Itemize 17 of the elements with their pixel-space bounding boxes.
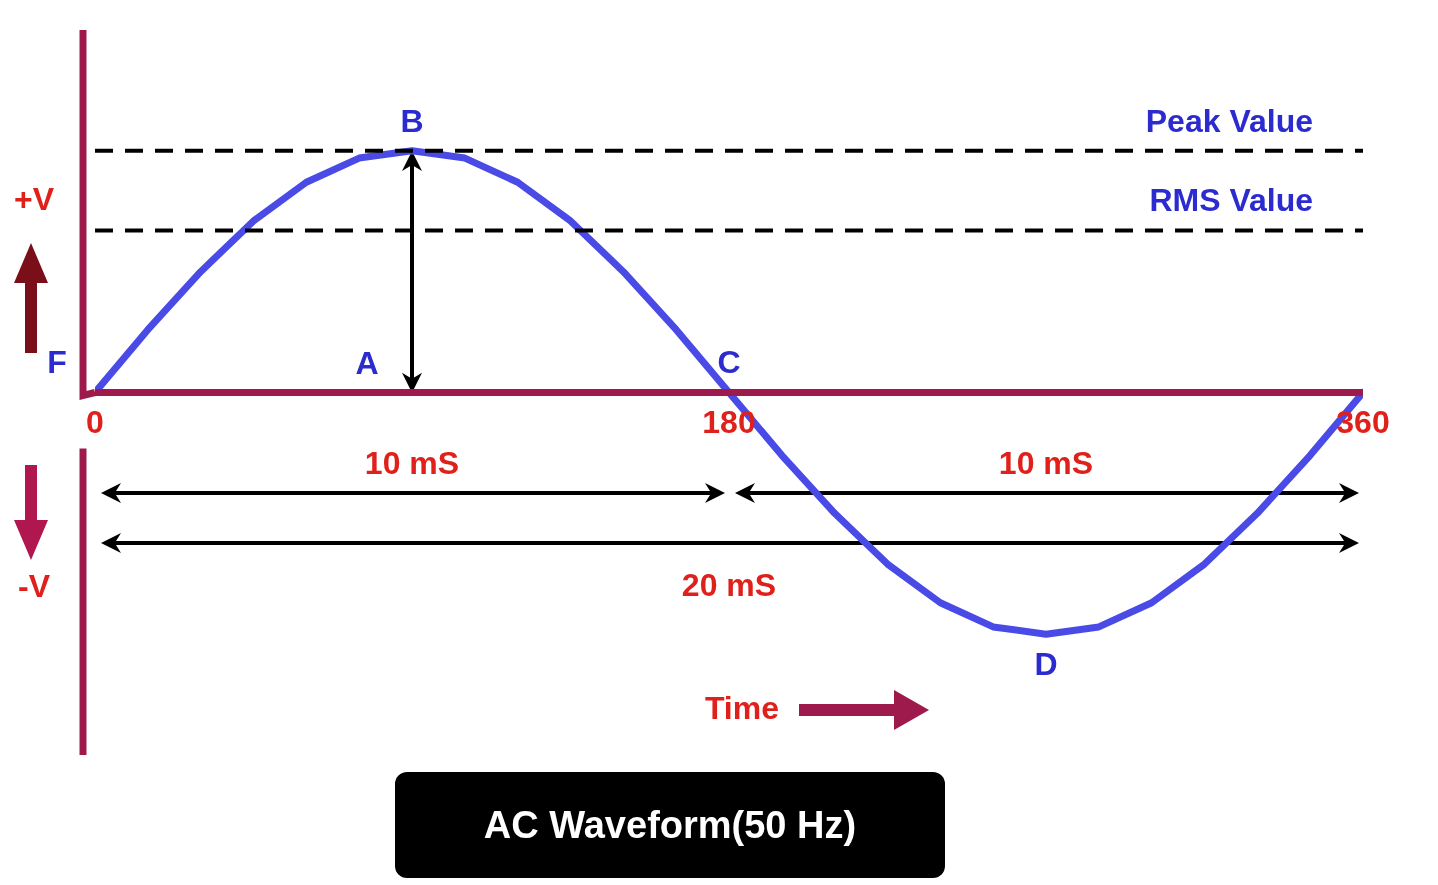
x-tick-label: 360 bbox=[1336, 404, 1390, 441]
ref-line-label: RMS Value bbox=[1149, 182, 1313, 219]
text: -V bbox=[18, 567, 50, 605]
annotation: 20 mS bbox=[681, 566, 777, 603]
annotation: C bbox=[717, 344, 741, 381]
annotation: D bbox=[1034, 645, 1058, 682]
annotation: 10 mS bbox=[998, 444, 1094, 481]
x-tick-label: 180 bbox=[702, 404, 756, 441]
x-axis-title: Time bbox=[704, 689, 779, 726]
annotation: B bbox=[400, 102, 424, 139]
ref-line-label: Peak Value bbox=[1145, 102, 1313, 139]
text: +V bbox=[13, 180, 55, 218]
x-tick-label: 0 bbox=[86, 404, 104, 441]
annotation: 10 mS bbox=[364, 444, 460, 481]
annotation: A bbox=[355, 344, 379, 381]
annotation: F bbox=[47, 344, 67, 381]
text: AC Waveform(50 Hz) bbox=[395, 772, 945, 878]
